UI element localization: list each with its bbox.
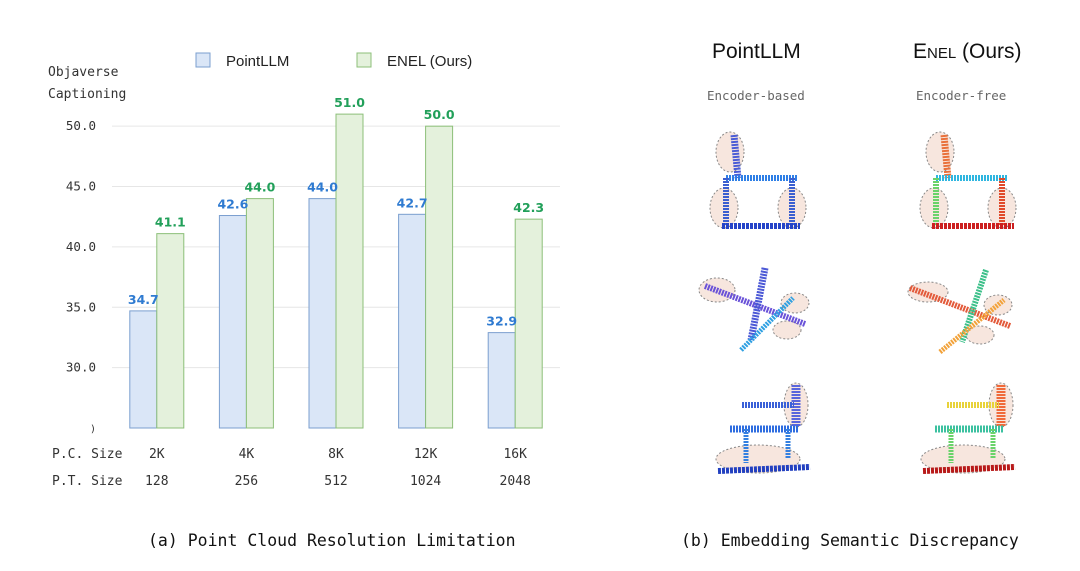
labels: Objaverse Captioning 30.0 35.0 40.0 45.0 50.0)… (48, 65, 544, 489)
legend-label-pointllm: PointLLM (226, 53, 289, 70)
x-tick-label-pc: 8K (328, 447, 344, 462)
chair-pointcloud-pointllm (709, 131, 807, 229)
row-label-pc-size: P.C. Size (52, 447, 123, 462)
value-label-enel: 51.0 (334, 95, 365, 110)
value-label-enel: 42.3 (513, 200, 544, 215)
chair-pointcloud-enel (919, 131, 1017, 229)
value-label-enel: 41.1 (155, 215, 186, 230)
value-label-pointllm: 44.0 (307, 180, 338, 195)
y-tick-label: 40.0 (66, 239, 96, 254)
value-label-pointllm: 42.6 (217, 197, 248, 212)
y-axis-title-line2: Captioning (48, 87, 126, 102)
x-tick-label-pt: 128 (145, 474, 168, 489)
col-title-pointllm: PointLLM (712, 40, 801, 63)
caption-right: (b) Embedding Semantic Discrepancy (681, 531, 1019, 550)
x-tick-label-pc: 12K (414, 447, 438, 462)
col-subtitle-encoder-free: Encoder-free (916, 88, 1007, 103)
value-label-pointllm: 34.7 (128, 292, 159, 307)
legend-label-enel: ENEL (Ours) (387, 53, 472, 70)
value-label-enel: 50.0 (424, 107, 455, 122)
y-tick-label: 30.0 (66, 360, 96, 375)
bars (129, 113, 543, 429)
y-axis-title-line1: Objaverse (48, 65, 119, 80)
caption-left: (a) Point Cloud Resolution Limitation (148, 531, 516, 550)
x-tick-label-pt: 1024 (410, 474, 441, 489)
x-tick-label-pt: 2048 (500, 474, 531, 489)
x-tick-label-pt: 512 (324, 474, 347, 489)
y-tick-label: 45.0 (66, 179, 96, 194)
bar-enel-12K (425, 125, 454, 429)
bar-pointllm-4K (218, 215, 247, 429)
bar-pointllm-8K (308, 198, 337, 429)
y-tick-label: 50.0 (66, 118, 96, 133)
bar-pointllm-12K (398, 213, 427, 429)
bar-pointllm-16K (487, 332, 516, 429)
deskchair-pointcloud-pointllm (715, 382, 811, 474)
bar-enel-16K (514, 218, 543, 429)
x-tick-label-pt: 256 (235, 474, 258, 489)
value-label-enel: 44.0 (244, 180, 275, 195)
bar-enel-2K (156, 233, 185, 429)
y-axis-break-mark: ) (90, 424, 96, 435)
col-subtitle-encoder-based: Encoder-based (707, 88, 805, 103)
value-label-pointllm: 42.7 (397, 195, 428, 210)
legend-swatch-enel (356, 52, 372, 68)
bar-enel-8K (335, 113, 364, 429)
airplane-pointcloud-pointllm (698, 267, 810, 352)
legend-swatch-pointllm (195, 52, 211, 68)
row-label-pt-size: P.T. Size (52, 474, 123, 489)
x-tick-label-pc: 2K (149, 447, 165, 462)
bar-pointllm-2K (129, 310, 158, 429)
x-tick-label-pc: 4K (239, 447, 255, 462)
embedding-comparison-panel: PointLLM ENEL (Ours) Encoder-based Encod… (660, 30, 1060, 500)
y-tick-label: 35.0 (66, 299, 96, 314)
value-label-pointllm: 32.9 (486, 314, 517, 329)
col-title-enel: ENEL (Ours) (913, 40, 1022, 63)
airplane-pointcloud-enel (907, 269, 1013, 354)
bar-enel-4K (245, 198, 274, 429)
x-tick-label-pc: 16K (503, 447, 527, 462)
legend: PointLLM ENEL (Ours) (195, 52, 472, 70)
deskchair-pointcloud-enel (920, 382, 1016, 474)
